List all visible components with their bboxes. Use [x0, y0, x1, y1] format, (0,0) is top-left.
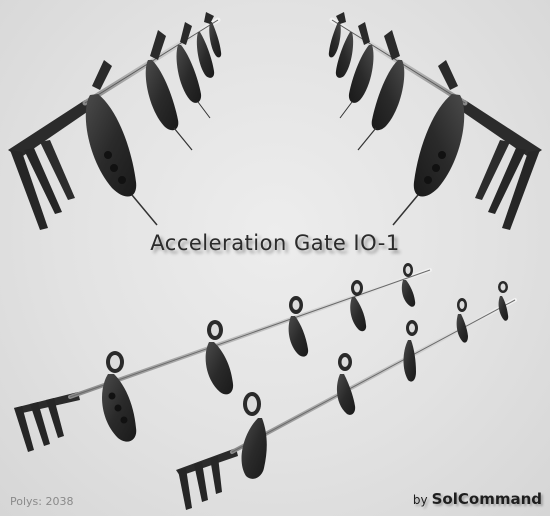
gate-top-right — [328, 12, 542, 230]
author-credit: by SolCommand — [413, 490, 542, 508]
gate-bottom-lower — [176, 281, 517, 510]
poly-count: Polys: 2038 — [10, 495, 74, 508]
credit-author: SolCommand — [431, 490, 542, 508]
model-title: Acceleration Gate IO-1 — [150, 231, 400, 255]
gate-top-left — [8, 12, 222, 230]
credit-by: by — [412, 493, 428, 507]
gate-bottom-upper — [14, 263, 432, 452]
